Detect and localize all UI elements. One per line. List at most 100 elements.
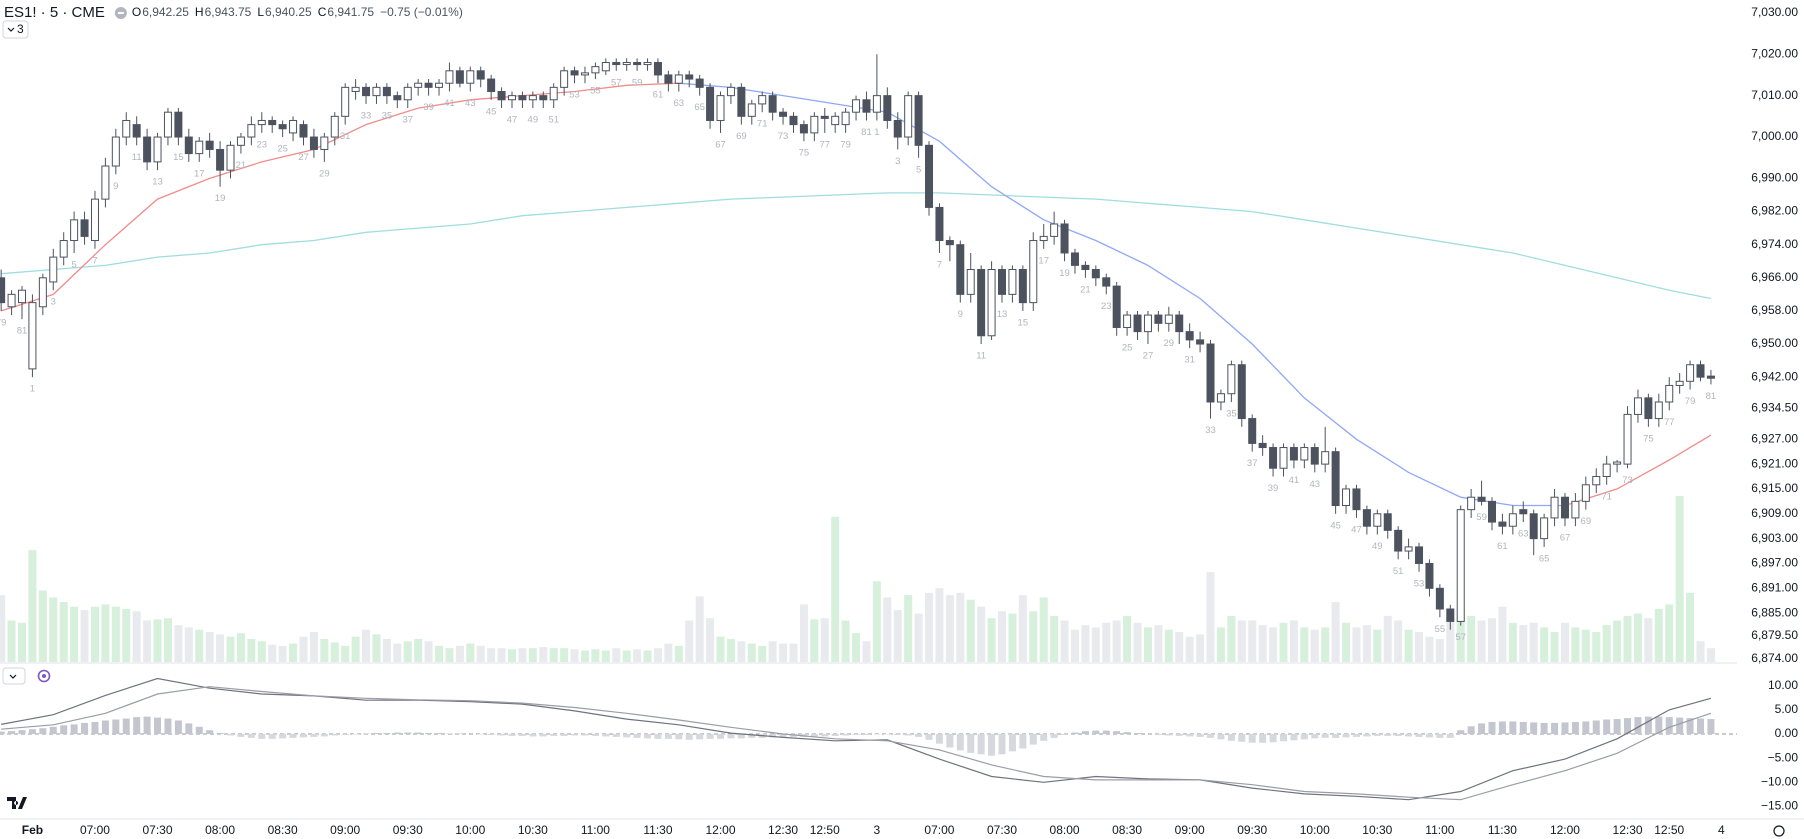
volume-bar (977, 606, 986, 662)
bar-number: 39 (423, 102, 434, 113)
volume-bar (1550, 632, 1559, 662)
volume-bar (768, 641, 777, 662)
volume-bar (455, 645, 464, 662)
histogram-bar (1290, 734, 1298, 741)
volume-bar (612, 648, 621, 662)
histogram-bar (206, 730, 214, 735)
bar-number: 55 (590, 86, 601, 97)
candle-body (1018, 269, 1027, 304)
volume-bar (1456, 608, 1465, 662)
candle-body (163, 111, 172, 138)
candle-body (1164, 314, 1173, 324)
volume-bar (1435, 638, 1444, 662)
macd-toggle[interactable] (2, 667, 51, 685)
volume-bar (591, 649, 600, 662)
toggle-box[interactable] (2, 667, 26, 685)
macd-tick-label: 10.00 (1768, 678, 1798, 692)
candle-body (1675, 380, 1684, 386)
histogram-bar (769, 734, 777, 738)
candle-body (1404, 546, 1413, 552)
histogram-bar (393, 732, 401, 735)
price-tick-label: 6,966.00 (1751, 270, 1798, 284)
candle-body (143, 136, 152, 163)
candle-body (122, 119, 131, 138)
histogram-bar (8, 731, 16, 735)
histogram-bar (1425, 734, 1433, 738)
histogram-bar (518, 734, 526, 736)
histogram-bar (1123, 732, 1131, 735)
volume-bar (341, 645, 350, 662)
time-tick-label: 12:30 (768, 823, 798, 837)
candle-body (1373, 513, 1382, 527)
volume-bar (789, 643, 798, 662)
settings-icon[interactable] (1773, 825, 1785, 837)
indicator-icon[interactable] (37, 669, 51, 683)
histogram-bar (247, 734, 255, 738)
volume-bar (987, 618, 996, 662)
candle-body (487, 78, 496, 92)
volume-bar (195, 629, 204, 662)
histogram-bar (508, 734, 516, 736)
volume-bar (1498, 606, 1507, 662)
candle-body (1060, 223, 1069, 254)
volume-bar (1404, 629, 1413, 662)
chevron (9, 674, 17, 679)
volume-bar (653, 648, 662, 662)
candle-body (674, 74, 683, 84)
indicator-toggle[interactable]: 3 (2, 20, 29, 39)
candle-body (132, 124, 141, 138)
bar-number: 25 (277, 144, 288, 155)
candle-body (841, 111, 850, 126)
histogram-bar (915, 734, 923, 737)
candle-body (49, 256, 58, 283)
histogram-bar (1332, 734, 1340, 738)
volume-bar (435, 645, 444, 662)
histogram-bar (1259, 734, 1267, 743)
histogram-bar (227, 734, 235, 736)
histogram-bar (279, 734, 287, 739)
bar-number: 35 (382, 110, 393, 121)
histogram-bar (1405, 734, 1413, 737)
price-tick-label: 7,000.00 (1751, 129, 1798, 143)
histogram-bar (706, 734, 714, 739)
bar-number: 41 (444, 98, 455, 109)
toggle-box[interactable] (2, 20, 29, 39)
candle-body (653, 62, 662, 76)
ohlc-label: C (318, 5, 327, 19)
histogram-bar (1134, 733, 1142, 735)
logo[interactable] (7, 797, 27, 809)
volume-bar (1216, 627, 1225, 662)
volume-bar (278, 645, 287, 662)
candle-body (278, 124, 287, 130)
volume-bar (1425, 636, 1434, 662)
candle-body (1070, 252, 1079, 266)
candle-body (1362, 509, 1371, 527)
volume-bar (1331, 602, 1340, 662)
volume-bar (268, 644, 277, 662)
candle-body (966, 269, 975, 295)
bar-number: 37 (402, 115, 413, 126)
histogram-bar (1384, 734, 1392, 736)
volume-bar (247, 638, 256, 662)
candle-body (1175, 314, 1184, 333)
bar-number: 3 (895, 156, 900, 167)
volume-bar (507, 649, 516, 662)
indicator-icon-dot (42, 674, 46, 678)
bar-number: 53 (1414, 578, 1425, 589)
volume-bar (351, 636, 360, 662)
ohlc-label: O (132, 5, 141, 19)
volume-bar (1644, 618, 1653, 662)
histogram-bar (91, 721, 99, 735)
candle-body (372, 86, 381, 97)
candle-body (1623, 413, 1632, 465)
histogram-bar (956, 734, 964, 751)
bar-number: 33 (361, 110, 372, 121)
bar-number: 9 (958, 309, 963, 320)
candle-body (1206, 343, 1215, 403)
volume-bar (966, 599, 975, 662)
candle-body (1081, 264, 1090, 271)
histogram-bar (810, 734, 818, 737)
histogram-bar (299, 734, 307, 738)
candle-body (1508, 513, 1517, 527)
bar-number: 21 (236, 160, 247, 171)
